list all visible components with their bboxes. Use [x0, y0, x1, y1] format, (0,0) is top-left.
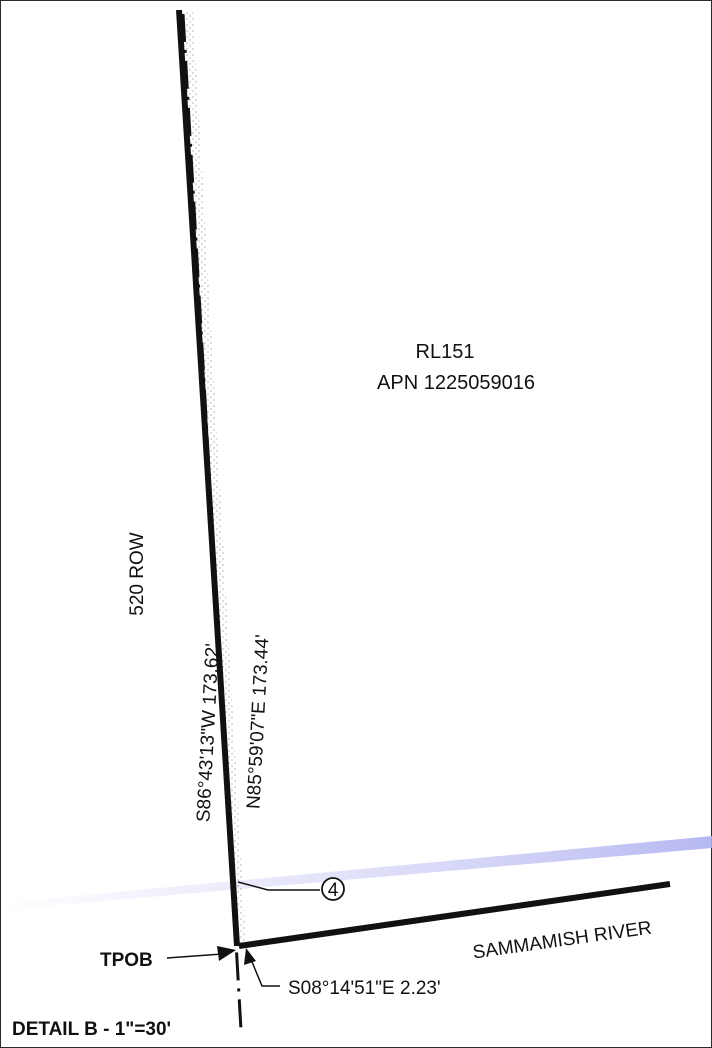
parcel-id: RL151	[416, 341, 475, 363]
callout-number: 4	[328, 880, 339, 901]
tpob-label: TPOB	[100, 950, 153, 971]
tpob-arrowhead	[217, 946, 236, 961]
short-leg-arrowhead	[244, 948, 256, 965]
row-label: 520 ROW	[127, 532, 148, 615]
callout-leader	[237, 881, 320, 891]
west-line-bearing: S86°43'13"W 173.62'	[193, 643, 223, 823]
scan-streak	[0, 836, 712, 910]
callout-circle	[321, 877, 345, 901]
tpob-leader	[166, 953, 223, 959]
river-label: SAMMAMISH RIVER	[471, 918, 653, 964]
boundary-line-west	[176, 9, 240, 947]
parcel-apn: APN 1225059016	[377, 372, 535, 394]
east-line-bearing: N85°59'07"E 173.44'	[243, 634, 273, 810]
river-line	[238, 881, 671, 949]
detail-title: DETAIL B - 1"=30'	[12, 1019, 171, 1040]
short-leg-bearing: S08°14'51"E 2.23'	[288, 978, 441, 999]
acquisition-strip	[181, 12, 246, 948]
short-leg-leader	[249, 956, 280, 987]
